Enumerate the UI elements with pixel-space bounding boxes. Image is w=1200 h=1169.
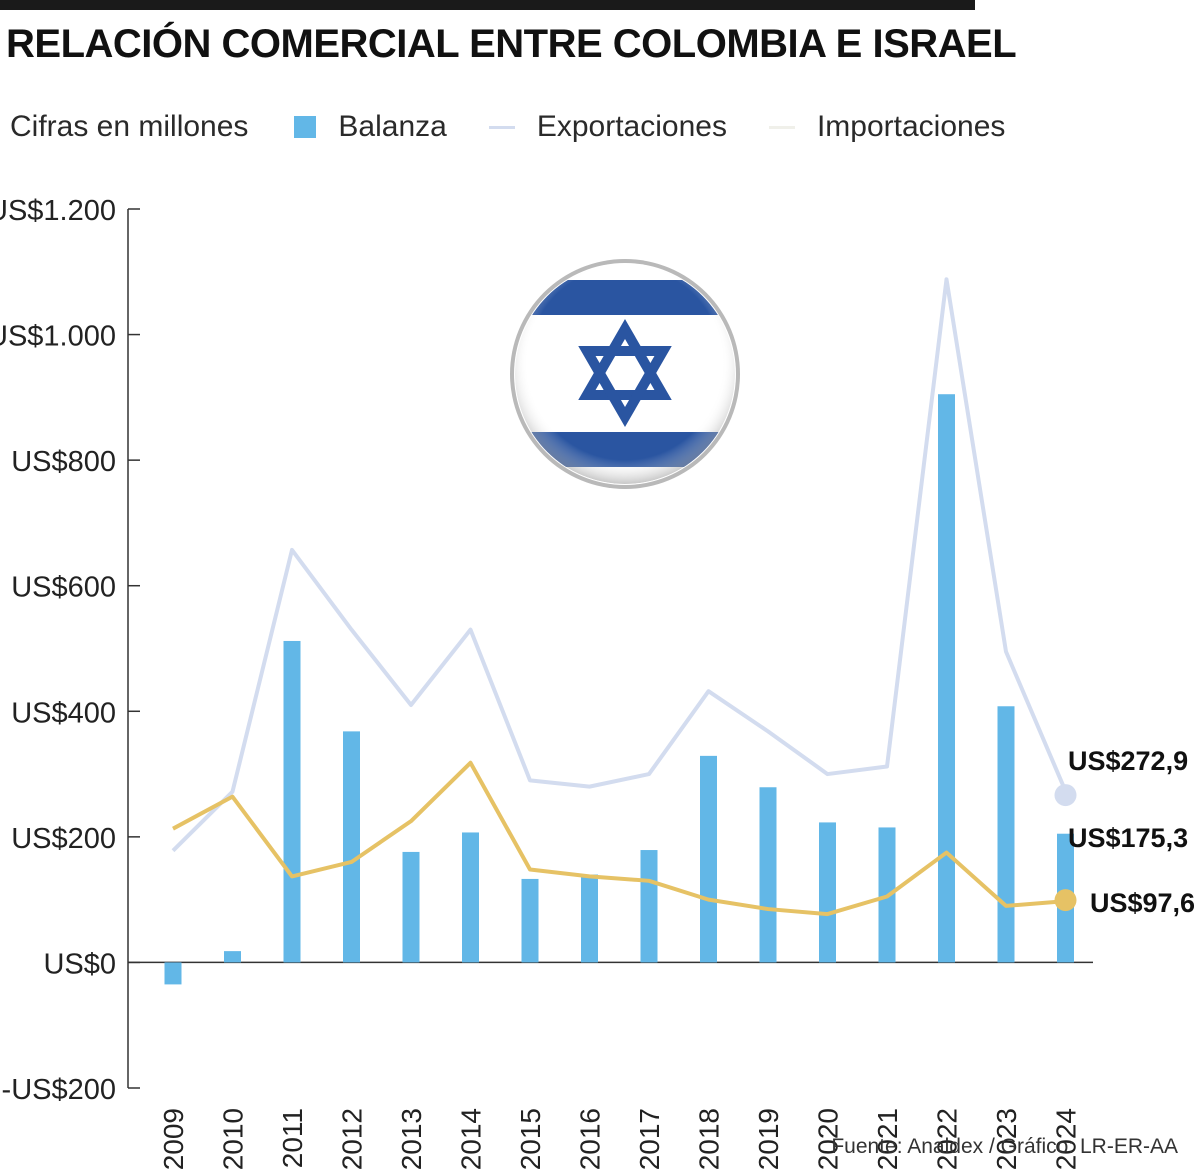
line-importaciones: [172, 760, 1066, 917]
bar-balanza-2015: [521, 878, 539, 963]
israel-flag-icon: [510, 259, 740, 489]
x-tick-label: 2010: [218, 1108, 249, 1169]
bar-balanza-2017: [640, 850, 658, 963]
line-exportaciones: [171, 277, 1068, 853]
x-tick-label: 2023: [991, 1108, 1022, 1169]
bar-balanza-2022: [938, 394, 955, 963]
x-tick-label: 2015: [515, 1108, 546, 1169]
legend-label-importaciones: Importaciones: [816, 110, 1006, 143]
legend-swatch-exportaciones: [488, 125, 515, 129]
legend-item-exportaciones: Exportaciones: [488, 110, 727, 144]
bar-balanza-2011: [283, 640, 301, 963]
y-tick-label: US$400: [11, 697, 116, 729]
data-label-importaciones: US$97,6: [1090, 888, 1195, 918]
star-of-david-icon: [578, 318, 672, 428]
x-tick-label: 2020: [813, 1108, 844, 1169]
x-tick-label: 2014: [456, 1108, 487, 1169]
x-tick-label: 2012: [337, 1108, 368, 1169]
x-tick-label: 2013: [396, 1108, 427, 1169]
y-tick-label: US$800: [11, 446, 116, 478]
legend-label-exportaciones: Exportaciones: [536, 110, 727, 143]
legend-item-balanza: Balanza: [294, 110, 447, 144]
x-tick-label: 2016: [575, 1108, 606, 1169]
units-label: Cifras en millones: [10, 110, 249, 143]
bar-balanza-2010: [224, 951, 241, 963]
legend-swatch-balanza: [294, 116, 317, 138]
legend-item-importaciones: Importaciones: [768, 110, 1006, 144]
bar-balanza-2023: [997, 706, 1015, 963]
x-tick-label: 2019: [753, 1108, 784, 1169]
bar-balanza-2020: [819, 822, 836, 963]
bar-balanza-2013: [402, 851, 420, 963]
x-tick-label: 2011: [277, 1108, 308, 1168]
y-tick-label: US$1.000: [0, 321, 116, 353]
point-exportaciones-2024: [1054, 784, 1077, 807]
star-triangle: [578, 318, 672, 400]
data-label-balanza: US$175,3: [1068, 823, 1188, 853]
bar-balanza-2012: [343, 731, 360, 963]
top-rule: [0, 0, 975, 10]
y-tick-label: US$1.200: [0, 195, 116, 227]
point-importaciones-2024: [1054, 889, 1077, 912]
bar-balanza-2014: [462, 832, 479, 963]
x-tick-label: 2017: [634, 1108, 665, 1169]
legend-label-balanza: Balanza: [338, 110, 447, 143]
bar-balanza-2016: [581, 874, 598, 963]
y-tick-label: US$600: [11, 572, 116, 604]
star-triangle: [578, 346, 672, 428]
y-tick-label: US$0: [43, 948, 116, 980]
bar-balanza-2009: [164, 962, 182, 985]
y-tick-label: US$200: [11, 823, 116, 855]
bar-balanza-2019: [759, 787, 777, 963]
x-tick-label: 2009: [158, 1108, 189, 1169]
x-tick-label: 2021: [872, 1108, 903, 1169]
x-tick-label: 2022: [932, 1108, 963, 1169]
bar-balanza-2018: [700, 755, 717, 963]
legend-swatch-importaciones: [768, 125, 795, 129]
x-tick-label: 2018: [694, 1108, 725, 1169]
x-tick-label: 2024: [1051, 1108, 1082, 1169]
y-tick-label: -US$200: [2, 1074, 116, 1106]
legend: Cifras en millones Balanza Exportaciones…: [10, 105, 1047, 149]
source-note: Fuente: Analdex / Gráfico: LR-ER-AA: [831, 1135, 1178, 1158]
data-label-exportaciones: US$272,9: [1068, 746, 1188, 776]
chart-title: RELACIÓN COMERCIAL ENTRE COLOMBIA E ISRA…: [6, 22, 1017, 66]
